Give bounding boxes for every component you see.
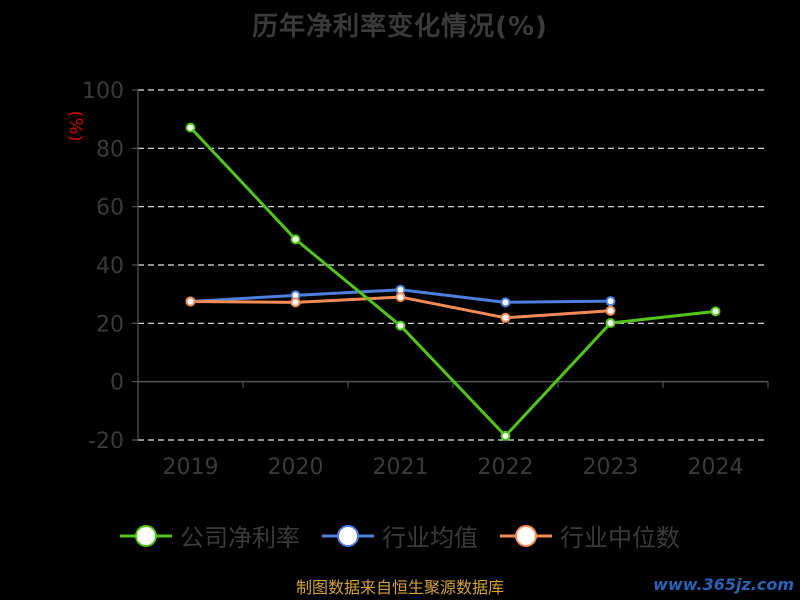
- data-point: [500, 430, 511, 441]
- legend-marker-icon: [120, 524, 172, 547]
- data-point: [605, 296, 616, 307]
- x-tick-label: 2022: [478, 455, 534, 480]
- data-point: [500, 312, 511, 323]
- legend-item[interactable]: 行业中位数: [500, 518, 680, 553]
- series-line: [189, 126, 716, 438]
- y-tick-label: 60: [96, 196, 124, 221]
- y-tick-label: 20: [96, 312, 124, 337]
- y-tick-label: 40: [96, 254, 124, 279]
- y-tick-label: 100: [82, 79, 124, 104]
- x-tick-label: 2019: [163, 455, 219, 480]
- legend-label: 行业中位数: [560, 524, 680, 552]
- x-tick-label: 2023: [583, 455, 639, 480]
- legend-marker-icon: [322, 524, 374, 547]
- data-source-note: 制图数据来自恒生聚源数据库: [295, 578, 504, 597]
- chart-title: 历年净利率变化情况(%): [252, 12, 548, 42]
- data-point: [395, 292, 406, 303]
- y-tick-label: 80: [96, 137, 124, 162]
- y-tick-label: -20: [88, 429, 124, 454]
- data-point: [710, 306, 721, 317]
- y-tick-label: 0: [110, 371, 124, 396]
- x-tick-label: 2021: [373, 455, 429, 480]
- data-point: [185, 296, 196, 307]
- x-tick-label: 2020: [268, 455, 324, 480]
- data-point: [605, 318, 616, 329]
- data-point: [290, 297, 301, 308]
- legend-item[interactable]: 行业均值: [322, 518, 478, 553]
- legend-label: 公司净利率: [180, 524, 300, 552]
- data-point: [185, 122, 196, 133]
- chart-legend: 公司净利率 行业均值 行业中位数: [0, 518, 800, 553]
- x-tick-label: 2024: [688, 455, 744, 480]
- legend-label: 行业均值: [382, 524, 478, 552]
- y-axis-label: (%): [65, 110, 86, 141]
- legend-marker-icon: [500, 524, 552, 547]
- watermark: www.365jz.com: [653, 575, 794, 594]
- data-point: [395, 320, 406, 331]
- legend-item[interactable]: 公司净利率: [120, 518, 300, 553]
- data-point: [500, 297, 511, 308]
- data-point: [605, 305, 616, 316]
- data-point: [290, 234, 301, 245]
